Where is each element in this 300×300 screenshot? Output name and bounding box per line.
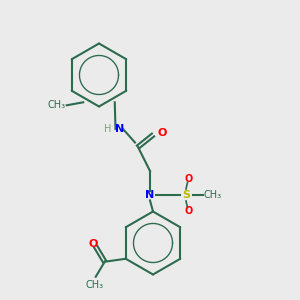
Text: S: S xyxy=(182,190,190,200)
Text: O: O xyxy=(185,206,193,217)
Text: N: N xyxy=(146,190,154,200)
Text: N: N xyxy=(116,124,125,134)
Text: CH₃: CH₃ xyxy=(85,280,103,290)
Text: H: H xyxy=(103,124,111,134)
Text: O: O xyxy=(185,173,193,184)
Text: O: O xyxy=(88,239,98,249)
Text: CH₃: CH₃ xyxy=(204,190,222,200)
Text: CH₃: CH₃ xyxy=(47,100,65,110)
Text: O: O xyxy=(158,128,167,139)
